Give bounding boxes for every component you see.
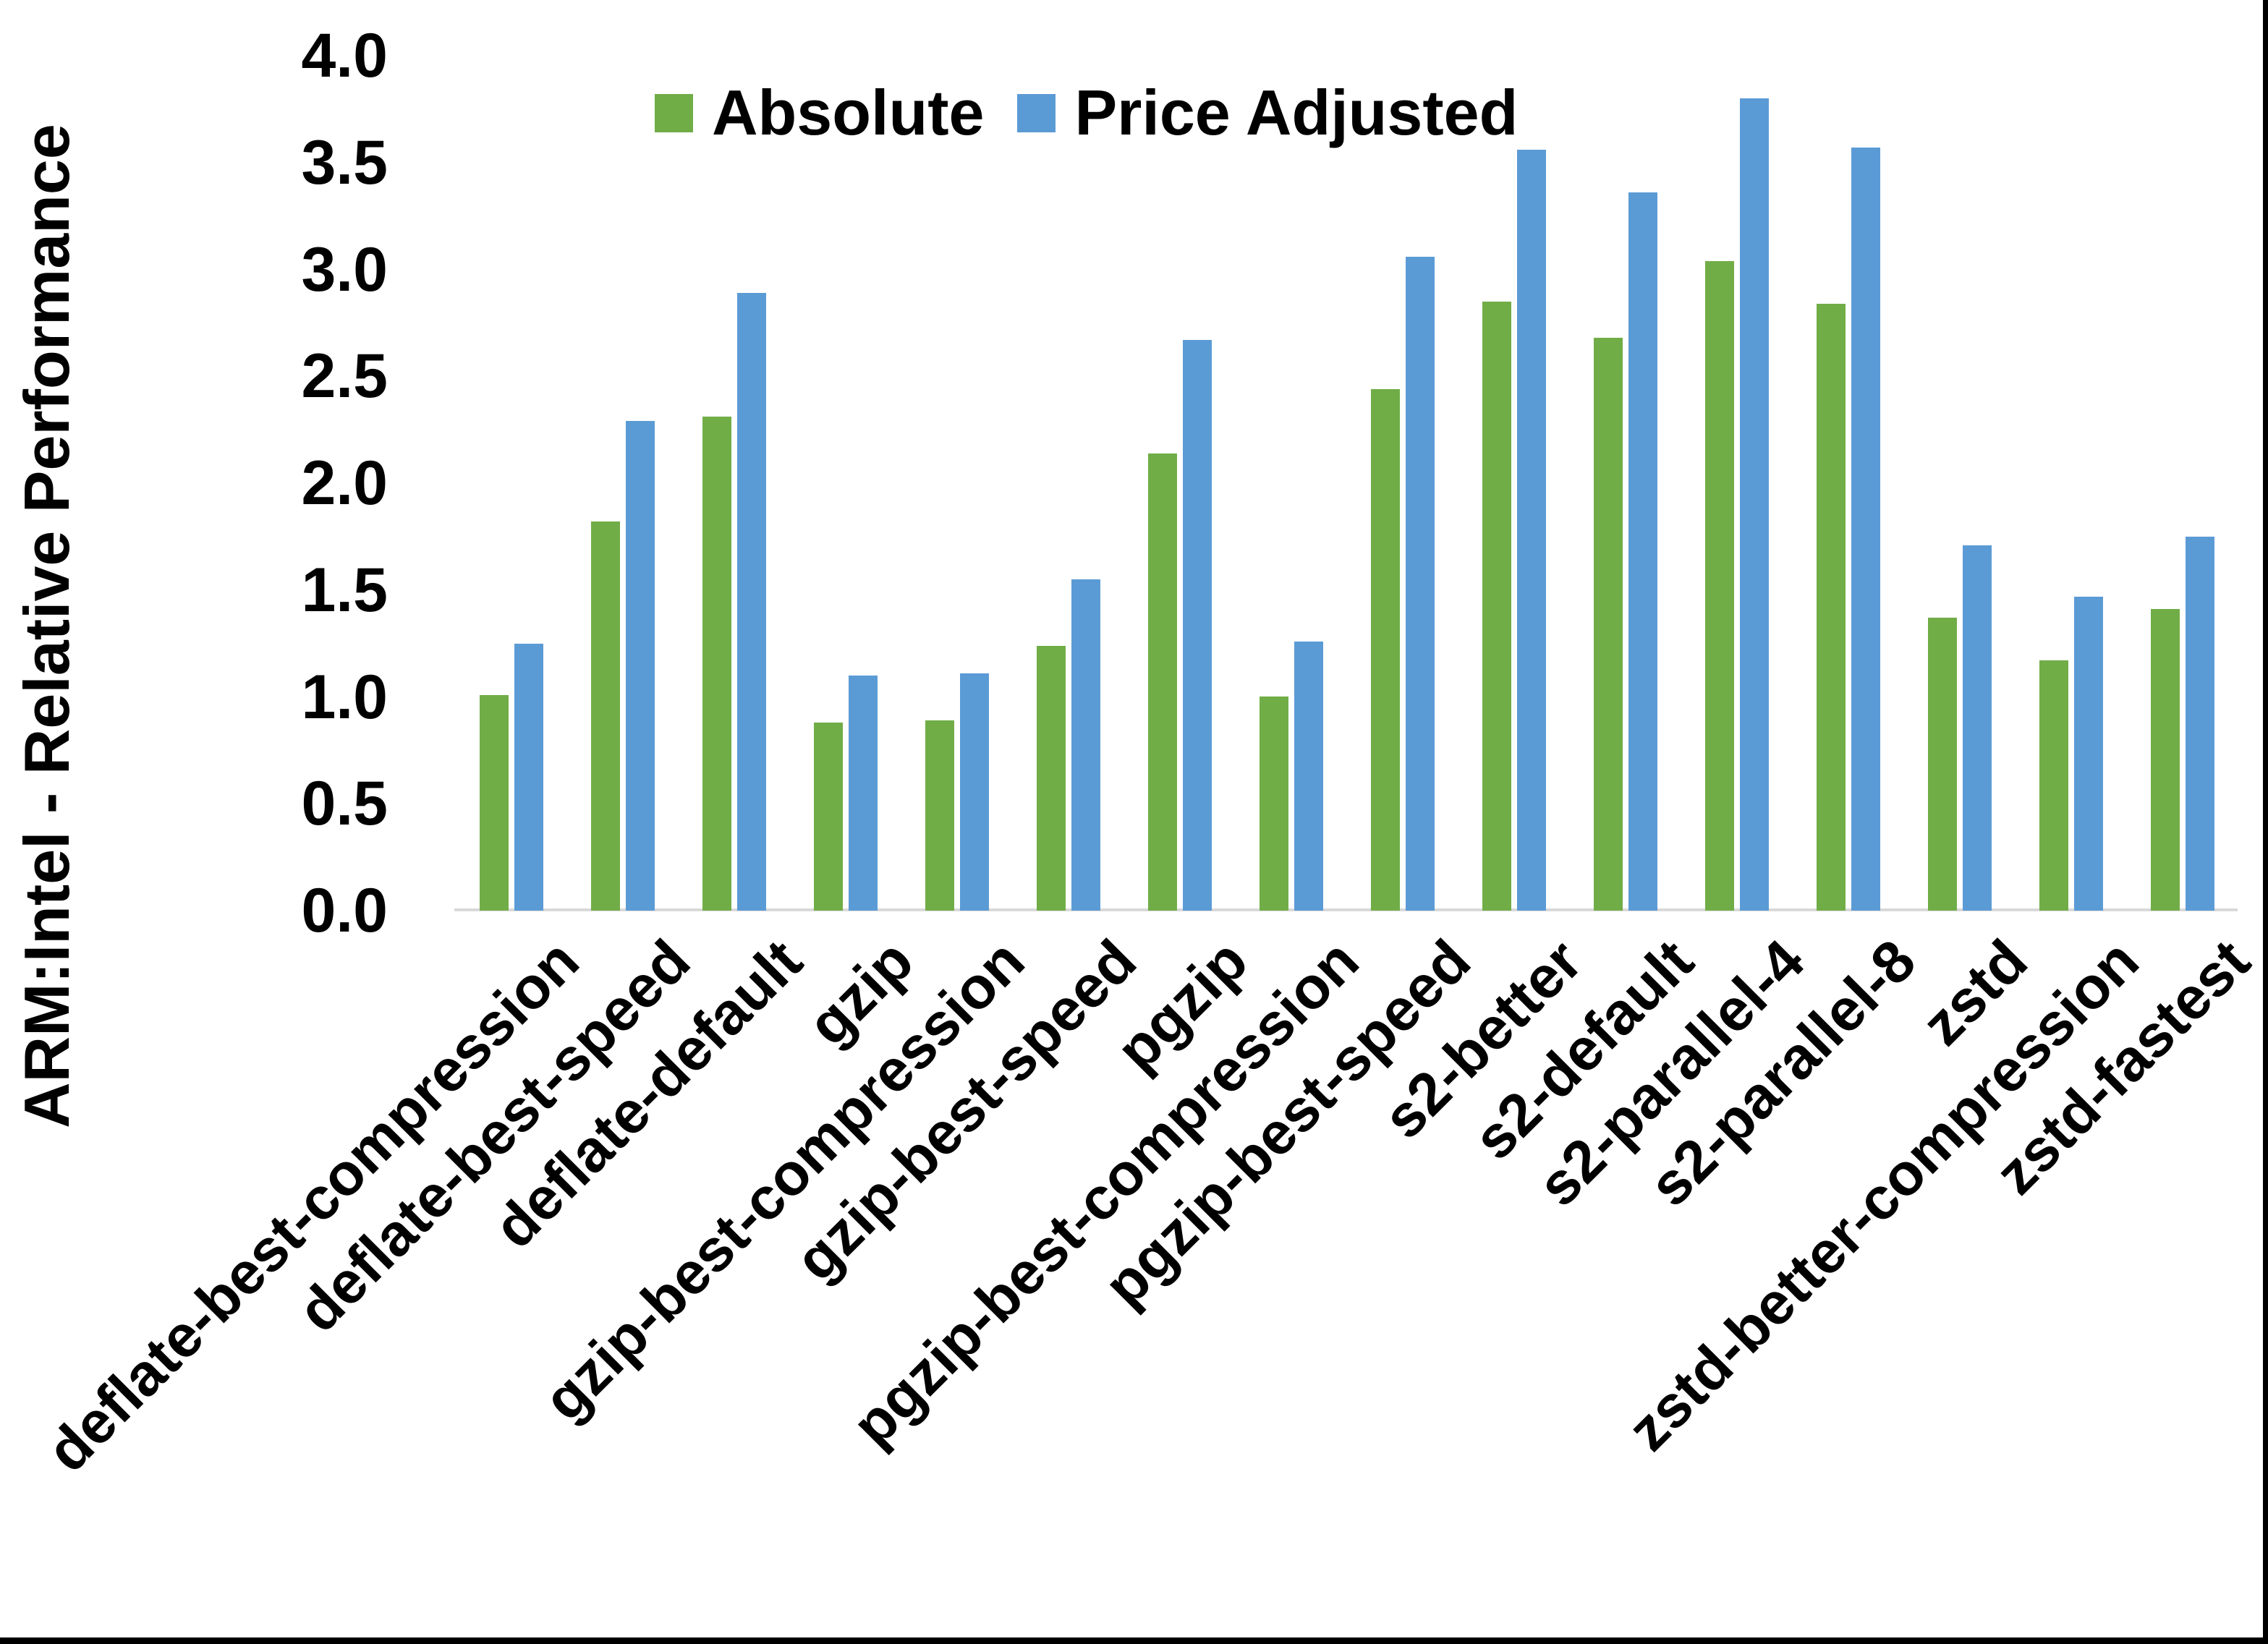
y-tick-label: 0.5 <box>301 769 388 839</box>
legend-swatch-absolute <box>655 93 693 132</box>
y-tick-label: 3.0 <box>301 234 388 304</box>
bar-pgzip-price-adjusted <box>1183 340 1212 911</box>
legend-swatch-price-adjusted <box>1017 93 1056 132</box>
y-tick-label: 3.5 <box>301 127 388 197</box>
bar-gzip-best-compression-price-adjusted <box>960 673 989 911</box>
bar-deflate-best-compression-absolute <box>480 695 509 911</box>
bar-pgzip-absolute <box>1148 453 1177 911</box>
bar-gzip-best-speed-price-adjusted <box>1071 579 1100 911</box>
legend-label-price-adjusted: Price Adjusted <box>1074 77 1519 148</box>
bar-s2-better-price-adjusted <box>1517 150 1546 911</box>
bar-gzip-best-speed-absolute <box>1037 646 1066 911</box>
screenshot-right-border <box>2263 0 2268 1644</box>
bar-s2-better-absolute <box>1482 302 1511 911</box>
legend: Absolute Price Adjusted <box>655 76 1518 150</box>
bar-gzip-absolute <box>814 723 843 911</box>
y-tick-label: 4.0 <box>301 21 388 90</box>
bar-gzip-best-compression-absolute <box>925 720 954 911</box>
bar-s2-parallel-8-price-adjusted <box>1851 148 1880 911</box>
bar-deflate-default-price-adjusted <box>737 293 766 911</box>
bar-pgzip-best-compression-absolute <box>1260 697 1288 911</box>
y-tick-label: 1.5 <box>301 555 388 625</box>
screenshot-bottom-border <box>0 1637 2268 1644</box>
bar-s2-parallel-4-absolute <box>1705 261 1734 911</box>
bar-pgzip-best-speed-price-adjusted <box>1406 257 1435 911</box>
y-tick-label: 2.0 <box>301 448 388 518</box>
bar-deflate-best-speed-price-adjusted <box>626 421 655 911</box>
y-tick-label: 0.0 <box>301 876 388 945</box>
bar-s2-parallel-8-absolute <box>1817 304 1846 911</box>
bar-deflate-default-absolute <box>702 417 731 911</box>
y-tick-label: 2.5 <box>301 341 388 412</box>
legend-item-absolute: Absolute <box>655 76 984 150</box>
legend-item-price-adjusted: Price Adjusted <box>1017 76 1518 150</box>
x-axis-line <box>454 908 2238 911</box>
bar-s2-parallel-4-price-adjusted <box>1740 98 1769 911</box>
bar-zstd-better-compression-price-adjusted <box>2074 597 2103 911</box>
bar-deflate-best-compression-price-adjusted <box>514 644 543 911</box>
bar-gzip-price-adjusted <box>849 676 878 911</box>
bar-zstd-absolute <box>1928 618 1957 911</box>
bar-zstd-better-compression-absolute <box>2039 660 2068 911</box>
bar-pgzip-best-speed-absolute <box>1371 389 1400 911</box>
legend-label-absolute: Absolute <box>712 77 985 148</box>
bar-pgzip-best-compression-price-adjusted <box>1294 642 1323 911</box>
bar-s2-default-price-adjusted <box>1628 192 1657 911</box>
bar-zstd-price-adjusted <box>1963 545 1992 911</box>
bar-zstd-fastest-price-adjusted <box>2186 537 2214 911</box>
y-tick-label: 1.0 <box>301 662 388 732</box>
bar-deflate-best-speed-absolute <box>591 521 620 911</box>
bar-zstd-fastest-absolute <box>2151 609 2180 911</box>
bar-s2-default-absolute <box>1594 338 1623 911</box>
y-axis-title: ARM:Intel - Relative Performance <box>11 124 82 1128</box>
